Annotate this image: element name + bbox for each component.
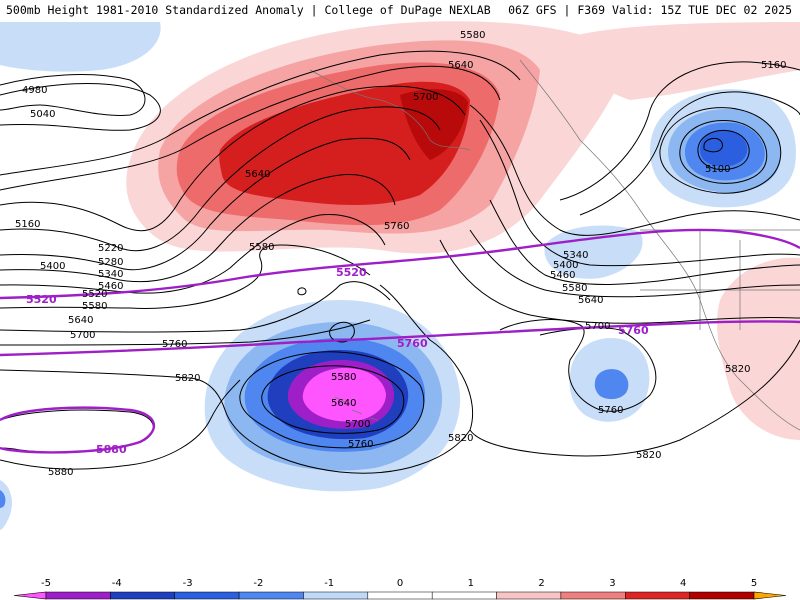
legend-tick-label: -1 [324, 578, 334, 589]
contour-label: 5460 [98, 281, 123, 292]
legend-swatch [110, 591, 175, 600]
legend-swatch [45, 591, 111, 600]
negative-anomaly-hi-5 [302, 368, 386, 422]
anomaly-shading [0, 21, 800, 530]
legend-tick-label: -4 [112, 578, 122, 589]
contour-label: 5580 [460, 30, 485, 41]
contour-label: 5760 [384, 221, 409, 232]
negative-anomaly-left-edge [0, 480, 12, 530]
contour-label: 5460 [550, 270, 575, 281]
legend-tick-label: 4 [680, 578, 686, 589]
contour-label: 5220 [98, 243, 123, 254]
negative-anomaly-nw [0, 22, 161, 72]
legend-tick-label: 5 [751, 578, 757, 589]
contour-label: 5640 [245, 169, 270, 180]
contour-label: 5820 [636, 450, 661, 461]
contour-label: 5400 [553, 260, 578, 271]
height-contours [0, 50, 800, 474]
highlight-label: 5520 [336, 266, 367, 279]
contour-label: 5580 [331, 372, 356, 383]
highlight-label: 5520 [26, 293, 57, 306]
contour-label: 5700 [70, 330, 95, 341]
legend-swatch [496, 591, 562, 600]
contour-label: 5820 [175, 373, 200, 384]
contour-label: 5520 [82, 289, 107, 300]
contour-label: 5700 [585, 321, 610, 332]
contour-label: 5160 [761, 60, 786, 71]
negative-anomaly-left-edge-inner [0, 490, 6, 508]
positive-anomaly-east [717, 257, 800, 440]
negative-anomaly-east-inner [594, 369, 629, 400]
contour-label: 5400 [40, 261, 65, 272]
contour-label: 5580 [82, 301, 107, 312]
legend-swatch [431, 591, 497, 600]
contour-label: 5820 [448, 433, 473, 444]
contour-label: 5040 [30, 109, 55, 120]
contour-label: 5640 [68, 315, 93, 326]
contour-label: 5880 [48, 467, 73, 478]
highlight-contours [0, 228, 800, 454]
legend-swatch [174, 591, 240, 600]
legend-tick-label: 0 [397, 578, 403, 589]
negative-anomaly-ne-3 [699, 130, 748, 167]
contour-label: 5760 [162, 339, 187, 350]
positive-anomaly-northeast [560, 22, 800, 100]
contour-label: 5760 [348, 439, 373, 450]
contour-label: 5820 [725, 364, 750, 375]
highlight-label: 5760 [397, 337, 428, 350]
contour-label: 5280 [98, 257, 123, 268]
contour-label: 5700 [413, 92, 438, 103]
legend-swatch [13, 591, 47, 600]
contour-label: 5580 [562, 283, 587, 294]
contour-labels: 4980 5040 5160 5220 5280 5340 5400 5460 … [15, 30, 786, 478]
highlight-label: 5880 [96, 443, 127, 456]
contour-label: 5700 [345, 419, 370, 430]
color-legend: -5 -4 -3 -2 -1 0 1 2 3 4 5 [13, 578, 787, 600]
contour-label: 5760 [598, 405, 623, 416]
contour-label: 5340 [563, 250, 588, 261]
anomaly-map: 4980 5040 5160 5220 5280 5340 5400 5460 … [0, 21, 800, 530]
highlight-labels: 5520 5520 5760 5760 5880 [26, 266, 649, 456]
legend-swatch [625, 591, 690, 600]
legend-tick-label: 3 [609, 578, 615, 589]
legend-swatch [238, 591, 304, 600]
legend-colorbar [13, 591, 787, 600]
legend-swatch [753, 591, 787, 600]
legend-swatch [367, 591, 433, 600]
contour-label: 5640 [448, 60, 473, 71]
legend-swatch [303, 591, 369, 600]
contour-label: 5100 [705, 164, 730, 175]
legend-tick-label: -2 [253, 578, 263, 589]
legend-tick-label: 2 [538, 578, 544, 589]
highlight-label: 5760 [618, 324, 649, 337]
contour-label: 5580 [249, 242, 274, 253]
legend-ticks: -5 -4 -3 -2 -1 0 1 2 3 4 5 [41, 578, 757, 589]
map-title: 500mb Height 1981-2010 Standardized Anom… [6, 3, 491, 17]
contour-label: 5640 [331, 398, 356, 409]
contour-label: 5640 [578, 295, 603, 306]
contour-label: 4980 [22, 85, 47, 96]
header-bar: 500mb Height 1981-2010 Standardized Anom… [0, 0, 800, 20]
positive-anomaly-4 [400, 89, 468, 160]
legend-tick-label: -3 [183, 578, 193, 589]
legend-swatch [689, 591, 755, 600]
run-info: 06Z GFS | F369 Valid: 15Z TUE DEC 02 202… [508, 3, 792, 17]
legend-tick-label: 1 [468, 578, 474, 589]
legend-swatch [560, 591, 626, 600]
contour-label: 5160 [15, 219, 40, 230]
contour-label: 5340 [98, 269, 123, 280]
legend-tick-label: -5 [41, 578, 51, 589]
